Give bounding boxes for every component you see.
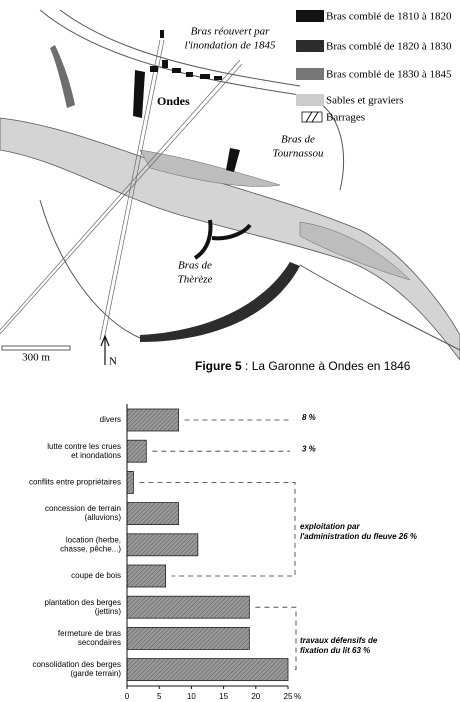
- category-label: fermeture de bras: [58, 629, 121, 638]
- caption-text: : La Garonne à Ondes en 1846: [242, 359, 411, 373]
- gravel-bar: [139, 149, 281, 187]
- town-buildings: [150, 30, 222, 80]
- bar: [126, 502, 179, 526]
- category-label: (jettins): [95, 607, 122, 616]
- legend-label: Bras comblé de 1820 à 1830: [326, 41, 452, 53]
- legend-swatch: [296, 40, 324, 52]
- category-label: consolidation des berges: [32, 660, 121, 669]
- map-label: Bras de: [178, 260, 212, 272]
- map-label: l'inondation de 1845: [185, 40, 276, 52]
- category-label: location (herbe,: [66, 535, 121, 544]
- legend-label: Barrages: [326, 112, 365, 124]
- annotation: 8 %: [302, 413, 316, 422]
- north-arrow: [100, 334, 110, 365]
- legend-swatch: [301, 111, 323, 123]
- map-label: Thèrèze: [178, 274, 213, 286]
- map: Bras réouvert par l'inondation de 1845 O…: [0, 9, 460, 368]
- bar: [126, 439, 147, 463]
- caption-label: Figure 5: [195, 359, 242, 373]
- bar: [126, 470, 134, 494]
- old-arm: [226, 148, 240, 172]
- annotation: 3 %: [302, 444, 316, 453]
- bar: [126, 533, 199, 557]
- x-tick-label: 20: [251, 692, 260, 701]
- side-channel: [39, 9, 345, 191]
- legend-swatch: [296, 68, 324, 80]
- annotation: fixation du lit 63 %: [300, 646, 370, 655]
- x-tick-label: 0: [125, 692, 130, 701]
- category-label: secondaires: [78, 638, 121, 647]
- legend-swatch: [296, 10, 324, 22]
- legend-swatch: [305, 111, 319, 123]
- category-label: chasse, pêche...): [60, 544, 121, 553]
- map-label: Tournassou: [273, 148, 324, 160]
- old-arm: [50, 45, 75, 108]
- category-label: coupe de bois: [71, 571, 121, 580]
- side-channel: [39, 199, 460, 351]
- figure-caption: Figure 5 : La Garonne à Ondes en 1846: [195, 359, 411, 373]
- annotation: l'administration du fleuve 26 %: [300, 532, 417, 541]
- annotation: travaux défensifs de: [300, 636, 378, 645]
- connector: [255, 606, 297, 670]
- category-label: divers: [100, 415, 121, 424]
- category-label: (alluvions): [85, 513, 122, 522]
- old-arm: [133, 70, 145, 118]
- old-arm: [193, 219, 252, 260]
- x-tick-label: 25: [284, 692, 293, 701]
- category-label: conflits entre propriétaires: [29, 478, 121, 487]
- old-arm: [140, 262, 300, 342]
- x-unit: %: [294, 692, 301, 701]
- gravel-bar: [299, 221, 411, 281]
- map-label: Bras réouvert par: [191, 26, 271, 38]
- category-label: lutte contre les crues: [47, 442, 121, 451]
- road: [0, 39, 243, 341]
- category-label: (garde terrain): [70, 669, 121, 678]
- map-label: Bras de: [281, 134, 315, 146]
- category-label: concession de terrain: [45, 504, 121, 513]
- town-label: Ondes: [157, 94, 190, 108]
- legend-label: Sables et graviers: [326, 95, 404, 107]
- bar: [126, 564, 167, 588]
- x-tick-label: 5: [157, 692, 162, 701]
- connector: [139, 482, 296, 577]
- bar: [126, 658, 289, 681]
- category-label: et inondations: [71, 451, 121, 460]
- legend-label: Bras comblé de 1830 à 1845: [326, 69, 452, 81]
- bar: [126, 595, 250, 619]
- north-label: N: [109, 356, 117, 368]
- annotation: exploitation par: [300, 522, 360, 531]
- x-tick-label: 10: [187, 692, 196, 701]
- bar: [126, 627, 250, 650]
- scale-label: 300 m: [22, 352, 50, 364]
- legend-label: Bras comblé de 1810 à 1820: [326, 11, 452, 23]
- scale-bar: [1, 345, 71, 351]
- x-tick-label: 15: [219, 692, 228, 701]
- bar: [126, 408, 179, 432]
- category-label: plantation des berges: [45, 598, 122, 607]
- legend-swatch: [296, 94, 324, 106]
